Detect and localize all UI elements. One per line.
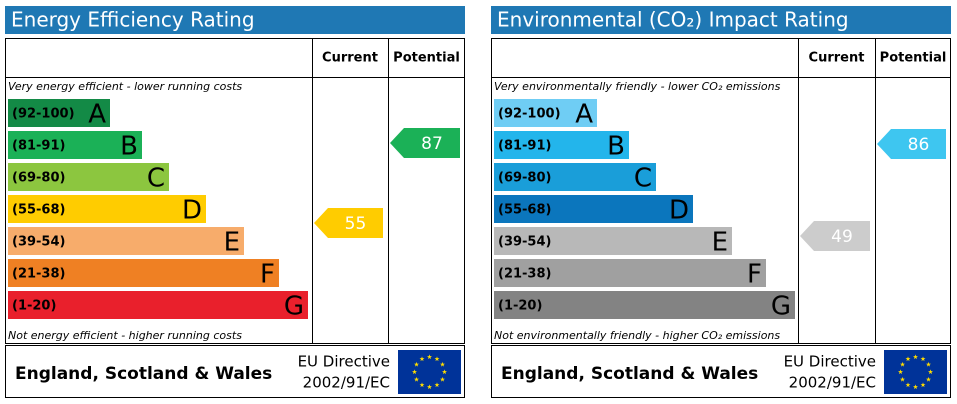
rating-band: [494, 291, 795, 319]
eu-star: [434, 382, 440, 388]
rating-band: [8, 163, 169, 191]
band-letter: F: [747, 260, 762, 290]
band-letter: C: [147, 164, 165, 194]
eu-star: [434, 356, 440, 362]
footer-frame: [5, 345, 465, 398]
rating-band: [494, 163, 656, 191]
band-letter: B: [607, 132, 625, 162]
rating-band: [8, 131, 142, 159]
current-arrow: [314, 208, 383, 238]
band-range: (1-20): [498, 299, 542, 314]
footer-directive: 2002/91/EC: [303, 374, 390, 392]
eu-star: [928, 369, 933, 375]
band-letter: A: [575, 100, 593, 130]
potential-value: 86: [908, 135, 930, 155]
header-potential: Potential: [880, 51, 947, 66]
current-value: 55: [345, 214, 367, 234]
panel-title: Energy Efficiency Rating: [11, 8, 255, 32]
band-letter: C: [634, 164, 652, 194]
top-note: Very environmentally friendly - lower CO…: [494, 80, 781, 93]
eu-star: [419, 382, 425, 388]
band-letter: D: [669, 196, 689, 226]
band-letter: G: [284, 292, 304, 322]
eu-star: [442, 369, 447, 375]
eu-star: [920, 382, 926, 388]
eu-star: [926, 376, 931, 382]
rating-band: [8, 99, 110, 127]
rating-band: [8, 227, 244, 255]
band-range: (39-54): [498, 235, 551, 250]
bottom-note: Not energy efficient - higher running co…: [8, 329, 242, 342]
bottom-note: Not environmentally friendly - higher CO…: [494, 329, 780, 342]
header-potential: Potential: [393, 51, 460, 66]
band-range: (55-68): [12, 203, 65, 218]
band-range: (92-100): [498, 107, 561, 122]
band-letter: A: [88, 100, 106, 130]
rating-panel: Environmental (CO₂) Impact Rating Current…: [491, 6, 951, 398]
eu-star: [427, 384, 432, 390]
eu-star: [920, 356, 926, 362]
rating-band: [8, 195, 206, 223]
band-letter: E: [224, 228, 240, 258]
band-range: (21-38): [498, 267, 551, 282]
band-letter: D: [182, 196, 202, 226]
potential-arrow: [877, 129, 946, 159]
header-current: Current: [809, 51, 865, 66]
band-range: (21-38): [12, 267, 65, 282]
title-bar: [5, 6, 465, 34]
eu-star: [926, 361, 931, 367]
current-value: 49: [831, 227, 853, 247]
eu-star: [427, 354, 432, 360]
band-range: (55-68): [498, 203, 551, 218]
rating-band: [494, 227, 732, 255]
footer-directive: 2002/91/EC: [789, 374, 876, 392]
rating-band: [8, 291, 308, 319]
eu-star: [440, 361, 445, 367]
band-range: (69-80): [12, 171, 65, 186]
eu-star: [900, 361, 905, 367]
rating-panel: Energy Efficiency Rating Current Potential…: [5, 6, 465, 398]
rating-band: [494, 195, 693, 223]
panel-title: Environmental (CO₂) Impact Rating: [497, 8, 849, 32]
band-range: (69-80): [498, 171, 551, 186]
footer-frame: [491, 345, 951, 398]
eu-star: [414, 376, 419, 382]
table-frame: [5, 38, 465, 344]
band-range: (81-91): [12, 139, 65, 154]
eu-star: [419, 356, 425, 362]
rating-band: [494, 131, 629, 159]
eu-star: [913, 354, 918, 360]
band-range: (39-54): [12, 235, 65, 250]
band-range: (92-100): [12, 107, 75, 122]
eu-star: [905, 382, 911, 388]
eu-star: [898, 369, 903, 375]
rating-band: [8, 259, 279, 287]
potential-arrow: [390, 128, 460, 158]
top-note: Very energy efficient - lower running co…: [8, 80, 242, 93]
eu-star: [414, 361, 419, 367]
footer-region: England, Scotland & Wales: [15, 364, 272, 384]
title-bar: [491, 6, 951, 34]
band-letter: E: [712, 228, 728, 258]
eu-star: [905, 356, 911, 362]
rating-band: [494, 99, 597, 127]
band-letter: B: [120, 132, 138, 162]
current-arrow: [800, 221, 870, 251]
band-range: (81-91): [498, 139, 551, 154]
eu-star: [440, 376, 445, 382]
potential-value: 87: [421, 134, 443, 154]
eu-star: [412, 369, 417, 375]
eu-star: [900, 376, 905, 382]
band-letter: F: [260, 260, 275, 290]
header-current: Current: [322, 51, 378, 66]
table-frame: [491, 38, 951, 344]
footer-region: England, Scotland & Wales: [501, 364, 758, 384]
band-letter: G: [771, 292, 791, 322]
eu-star: [913, 384, 918, 390]
band-range: (1-20): [12, 299, 56, 314]
footer-directive: EU Directive: [784, 353, 876, 371]
rating-band: [494, 259, 766, 287]
footer-directive: EU Directive: [298, 353, 390, 371]
